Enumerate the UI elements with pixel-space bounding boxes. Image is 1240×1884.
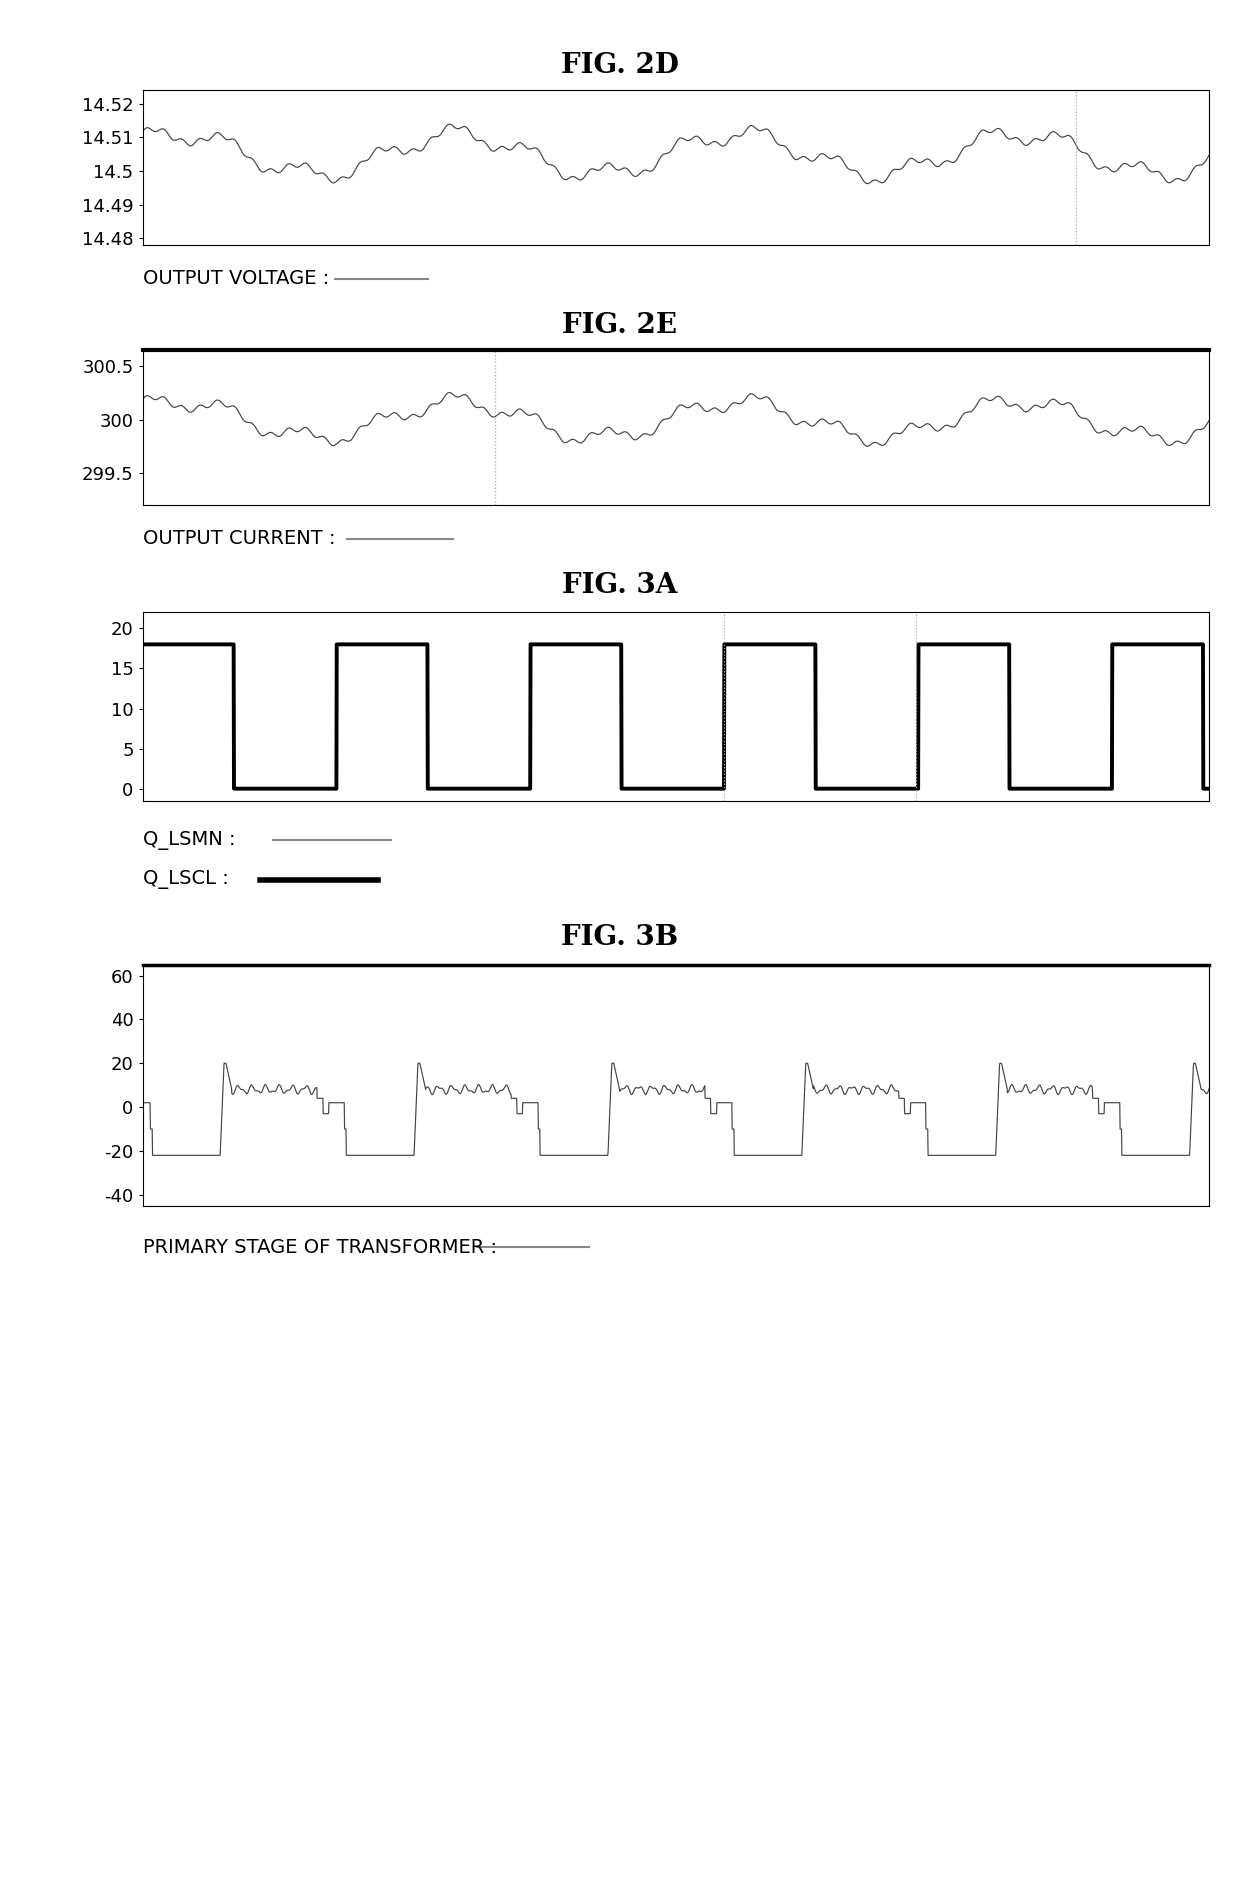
Text: Q_LSCL :: Q_LSCL : <box>143 870 228 889</box>
Text: FIG. 2E: FIG. 2E <box>563 313 677 339</box>
Text: FIG. 3B: FIG. 3B <box>562 925 678 951</box>
Text: FIG. 2D: FIG. 2D <box>560 53 680 79</box>
Text: PRIMARY STAGE OF TRANSFORMER :: PRIMARY STAGE OF TRANSFORMER : <box>143 1238 496 1257</box>
Text: OUTPUT VOLTAGE :: OUTPUT VOLTAGE : <box>143 269 329 288</box>
Text: OUTPUT CURRENT :: OUTPUT CURRENT : <box>143 529 335 548</box>
Text: Q_LSMN :: Q_LSMN : <box>143 831 236 850</box>
Text: FIG. 3A: FIG. 3A <box>562 573 678 599</box>
